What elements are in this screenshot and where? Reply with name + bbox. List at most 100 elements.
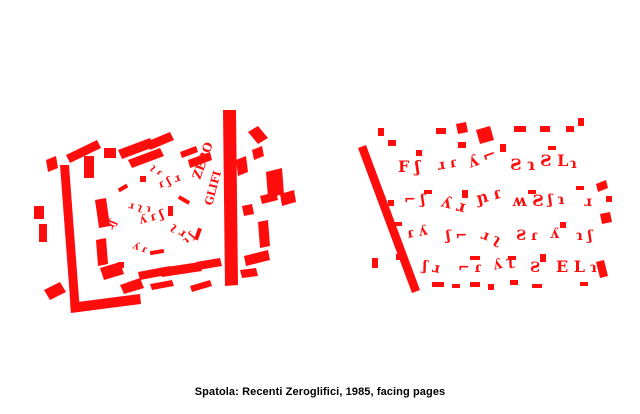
- left-frame-bottom-bar: [70, 294, 141, 313]
- fragment: [600, 212, 612, 224]
- glyph-cluster: ⌐ ʃ: [404, 192, 427, 208]
- fragment: [252, 146, 264, 160]
- fragment: [242, 204, 254, 216]
- fragment: [508, 256, 516, 260]
- right-frame-diagonal: [358, 145, 420, 293]
- fragment: [510, 280, 518, 285]
- left-frame-left-bar: [60, 165, 80, 312]
- fragment: [84, 156, 94, 178]
- glyph-cluster: ɹ ʅ: [479, 227, 504, 249]
- fragment: [476, 126, 494, 144]
- glyph-cluster: Ƨ: [530, 260, 540, 276]
- fragment: [128, 148, 164, 168]
- fragment: [462, 190, 468, 198]
- fragment: [436, 128, 446, 134]
- fragment: [432, 282, 444, 287]
- glyph-cluster: ɹ ʅ ɿ: [127, 200, 152, 215]
- fragment: [96, 238, 108, 266]
- glyph-cluster: Ƨ L: [540, 151, 568, 170]
- fragment: [458, 142, 466, 148]
- fragment: [488, 284, 494, 290]
- glyph-cluster: ɿ: [590, 260, 597, 276]
- fragment: [240, 268, 258, 278]
- fragment: [470, 256, 480, 260]
- fragment: [150, 280, 174, 290]
- fragment: [528, 190, 536, 194]
- fragment: [514, 126, 526, 132]
- fragment: [177, 195, 191, 205]
- fragment: [46, 156, 58, 172]
- glyph-cluster: ⌐ ɾ: [458, 260, 482, 276]
- fragment: [560, 222, 566, 228]
- fragment: [244, 250, 270, 266]
- fragment: [120, 278, 144, 294]
- glyph-cluster: ʃ ɹ: [419, 258, 441, 277]
- fragment: [104, 148, 116, 158]
- glyph-cluster: ɹ: [584, 194, 592, 210]
- fragment: [532, 284, 542, 288]
- glyph-cluster: ʃ ɿ: [546, 192, 565, 208]
- fragment: [95, 198, 110, 228]
- fragment: [248, 126, 268, 144]
- glyph-cluster: E L: [556, 257, 585, 276]
- fragment: [606, 196, 612, 202]
- fragment: [566, 126, 574, 132]
- glyph-cluster: ɾ ʎ: [406, 223, 430, 242]
- glyph-cluster: ɿ: [570, 156, 577, 172]
- fragment: [378, 128, 384, 136]
- fragment: [388, 140, 396, 146]
- fragment: [580, 282, 588, 286]
- glyph-cluster: ʎ ɾ: [131, 240, 149, 255]
- fragment: [118, 262, 124, 268]
- fragment: [280, 190, 296, 206]
- fragment: [258, 220, 270, 248]
- fragment: [168, 206, 173, 216]
- fragment: [196, 258, 222, 270]
- fragment: [194, 227, 202, 241]
- fragment: [149, 248, 165, 256]
- fragment: [540, 126, 550, 132]
- fragment: [576, 186, 584, 190]
- left-frame-diagonal: [66, 140, 101, 163]
- fragment: [236, 156, 248, 176]
- fragment: [372, 258, 378, 268]
- glyph-cluster: F ʃ: [398, 157, 422, 176]
- fragment: [146, 132, 174, 150]
- glyph-cluster: ʃ ⌐: [444, 228, 467, 244]
- fragment: [452, 284, 460, 288]
- fragment: [44, 282, 66, 300]
- glyph-cluster: ɹ ɾ: [436, 155, 458, 174]
- fragment: [34, 206, 44, 219]
- fragment: [160, 262, 202, 277]
- glyph-cluster: Ƨ ɿ: [510, 155, 535, 174]
- figure-caption: Spatola: Recenti Zeroglifici, 1985, faci…: [194, 386, 446, 398]
- fragment: [578, 118, 584, 126]
- fragment: [180, 146, 198, 158]
- fragment: [39, 224, 47, 242]
- fragment: [140, 176, 146, 182]
- left-frame-right-bar: [223, 110, 238, 286]
- glyph-cluster: ʎ ⌐: [465, 144, 499, 172]
- fragment: [596, 180, 608, 192]
- fragment: [394, 222, 402, 226]
- fragment: [190, 280, 212, 292]
- fragment: [540, 254, 546, 262]
- glyph-cluster: Ƨ ɾ: [516, 228, 538, 244]
- fragment: [424, 190, 432, 194]
- glyph-cluster: ɿ ʃ: [576, 228, 594, 244]
- fragment: [117, 183, 129, 193]
- fragment: [388, 200, 394, 206]
- fragment: [470, 282, 480, 287]
- fragment: [266, 168, 284, 198]
- fragment: [396, 254, 402, 260]
- glyph-cluster: ɲ ɾ: [472, 183, 503, 208]
- fragment: [500, 144, 506, 152]
- glyph-cluster: ʎ: [550, 226, 560, 242]
- glyph-cluster: ʎ ɾ ʃ: [137, 207, 166, 227]
- fragment: [596, 260, 608, 278]
- fragment: [188, 152, 212, 168]
- glyph-cluster: ʍ Ƨ: [512, 191, 544, 210]
